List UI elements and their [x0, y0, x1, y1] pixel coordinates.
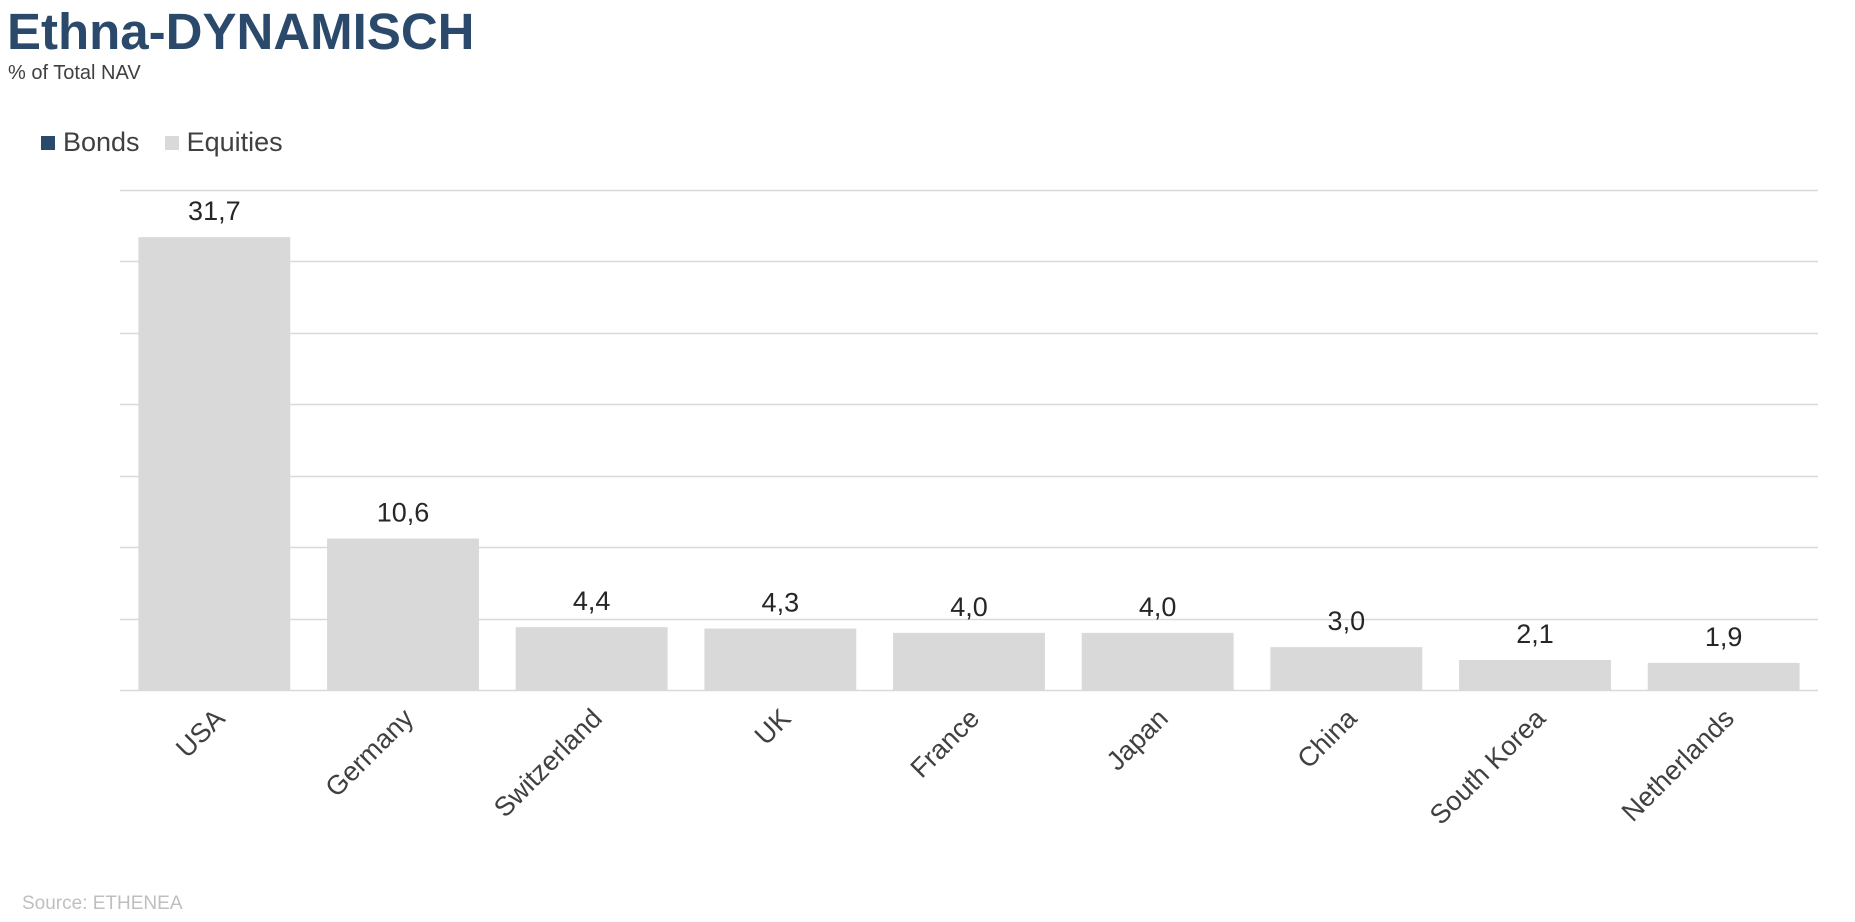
- data-label: 4,0: [1139, 592, 1177, 622]
- x-tick-label: France: [905, 703, 986, 784]
- data-label: 2,1: [1516, 619, 1554, 649]
- bar-switzerland: [515, 627, 668, 690]
- x-tick-label: Germany: [320, 703, 420, 803]
- chart-legend: Bonds Equities: [41, 127, 308, 158]
- source-note: Source: ETHENEA: [22, 893, 183, 914]
- chart-subtitle: % of Total NAV: [8, 62, 141, 84]
- legend-swatch-bonds: [41, 135, 55, 150]
- x-tick-label: Switzerland: [488, 703, 608, 823]
- data-label: 10,6: [377, 498, 430, 528]
- chart-title: Ethna-DYNAMISCH: [7, 3, 475, 60]
- data-label: 3,0: [1328, 606, 1366, 636]
- bar-netherlands: [1647, 662, 1800, 690]
- x-tick-label: South Korea: [1424, 702, 1552, 830]
- bar-china: [1270, 647, 1423, 690]
- bars: [138, 237, 1800, 690]
- data-label: 31,7: [188, 196, 241, 226]
- bar-uk: [704, 628, 857, 690]
- x-tick-label: China: [1291, 702, 1363, 774]
- x-axis: USA Germany Switzerland UK France Japan China S…: [120, 689, 1818, 830]
- bar-south-korea: [1459, 660, 1611, 690]
- data-label: 1,9: [1705, 622, 1743, 652]
- legend-label-bonds: Bonds: [63, 127, 140, 157]
- bar-germany: [327, 538, 479, 690]
- x-tick-label: USA: [170, 703, 230, 763]
- legend-label-equities: Equities: [186, 127, 283, 157]
- bar-france: [893, 632, 1045, 690]
- bar-japan: [1081, 632, 1234, 690]
- data-label: 4,0: [950, 592, 988, 622]
- data-labels: 31,7 10,6 4,4 4,3 4,0 4,0 3,0 2,1 1,9: [188, 196, 1742, 652]
- data-label: 4,3: [762, 588, 800, 618]
- bar-usa: [138, 237, 291, 690]
- data-label: 4,4: [573, 586, 611, 616]
- x-tick-label: Netherlands: [1616, 703, 1740, 827]
- gridlines: [120, 189, 1818, 621]
- legend-swatch-equities: [164, 135, 179, 150]
- x-tick-label: Japan: [1101, 703, 1174, 776]
- legend-item-equities: Equities: [164, 127, 283, 158]
- x-tick-label: UK: [749, 703, 797, 751]
- legend-item-bonds: Bonds: [41, 127, 140, 158]
